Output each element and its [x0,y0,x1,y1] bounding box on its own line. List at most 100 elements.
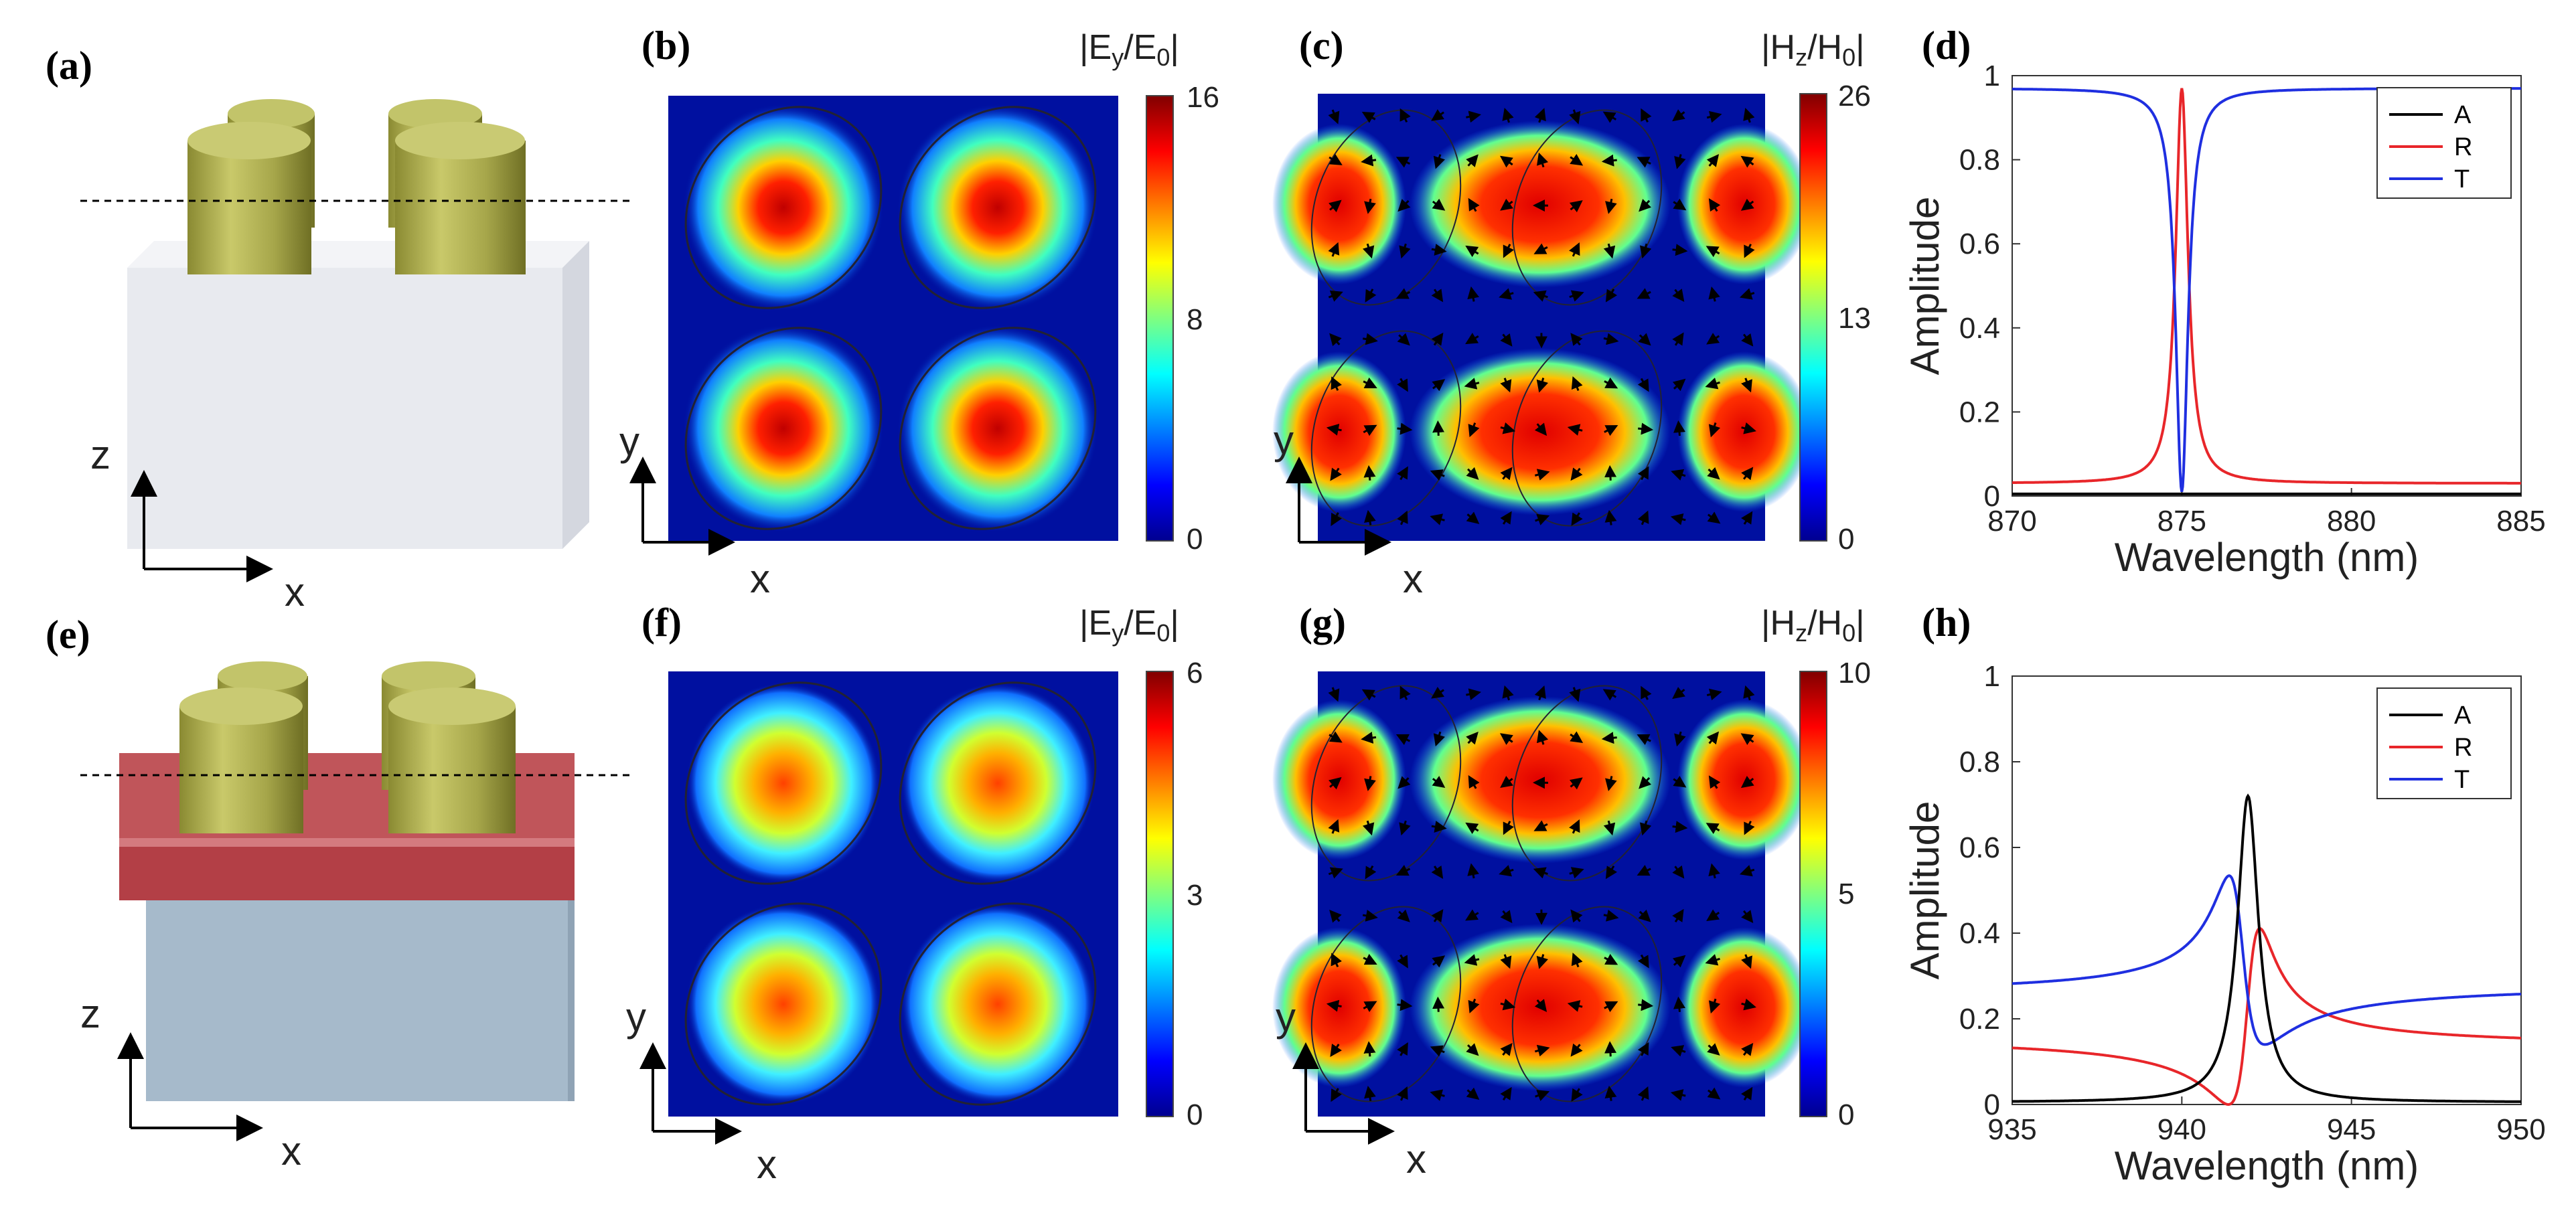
vector-arrow [1638,333,1651,346]
vector-arrow [1708,286,1720,302]
vector-arrow [1329,776,1342,790]
vector-arrow [1364,509,1376,525]
vector-arrow [1430,513,1445,525]
x-axis-label: Wavelength (nm) [2115,1143,2419,1188]
panel-e-label: (e) [46,612,90,657]
axis-x-label: x [1403,556,1423,601]
y-tick-label: 0.8 [1959,746,2000,779]
vector-arrow [1534,685,1546,701]
vector-arrow [1674,731,1686,747]
panel-a: (a) z [46,44,633,615]
vector-arrow [1503,821,1514,835]
vector-arrow [1741,1042,1754,1056]
vector-arrow [1707,467,1720,480]
y-tick-label: 0.6 [1959,831,2000,864]
vector-arrow [1500,1043,1513,1056]
vector-arrow [1328,242,1340,257]
vector-arrow [1708,775,1721,789]
vector-arrow [1707,1043,1720,1056]
vector-arrow [1605,198,1617,214]
vector-arrow [1672,332,1684,346]
vector-arrow [1397,954,1408,969]
vector-arrow [1567,424,1583,436]
colorbar-tick: 10 [1838,657,1871,689]
colorbar-title: |Ey/E0| [1079,604,1179,647]
vector-arrow [1673,996,1685,1012]
vector-arrow [1361,154,1377,167]
vector-arrow [1466,1043,1479,1056]
panel-e: (e) [46,612,629,1173]
vector-arrow [1397,422,1413,435]
vector-arrow [1431,244,1447,256]
vector-arrow [1364,1085,1376,1101]
panel-c: (c) |Hz/H0| 26 13 0 [1272,23,1871,601]
panel-d: (d) 870 875 880 885 0 0.2 0.4 0.6 0.8 1 Wavelength… [1902,23,2546,580]
vector-arrow [1570,1043,1583,1057]
vector-arrow [1399,243,1411,259]
vector-arrow [1672,289,1685,302]
vector-arrow [1500,198,1513,211]
axes-triad-g: y x [1276,995,1426,1181]
vector-arrow [1431,289,1444,303]
vector-arrow [1639,199,1652,212]
vector-arrow [1464,954,1480,966]
y-tick-label: 0.2 [1959,396,2000,428]
vector-arrow [1741,378,1752,393]
y-tick-label: 0.2 [1959,1003,2000,1036]
panel-h: (h) 935 940 945 950 0 0.2 0.4 0.6 0.8 1 Wavelength… [1902,600,2546,1188]
vector-arrow [1361,111,1376,123]
vector-arrow [1535,513,1550,525]
colorbar-g: |Hz/H0| 10 5 0 [1761,604,1871,1131]
vector-arrow [1397,466,1408,481]
vector-arrow [1465,909,1479,921]
vector-arrow [1637,1042,1649,1056]
axis-x-label: x [750,556,770,601]
vector-arrow [1637,954,1649,969]
colorbar-title: |Hz/H0| [1761,28,1865,71]
vector-arrow [1432,955,1446,968]
colorbar-tick: 26 [1838,80,1871,112]
vector-arrow [1641,108,1652,123]
vector-arrow [1433,731,1445,747]
panel-g: (g) |Hz/H0| 10 5 0 [1272,600,1871,1181]
vector-arrow [1637,157,1651,168]
vector-arrow [1570,153,1584,166]
vector-arrow [1536,152,1549,168]
vector-arrow [1500,511,1512,525]
vector-arrow [1395,157,1411,168]
vector-arrow [1602,689,1617,701]
panel-d-label: (d) [1922,23,1971,68]
vector-arrow [1432,198,1446,211]
vector-arrow [1637,734,1651,746]
vector-arrow [1464,378,1480,390]
vector-arrow [1433,154,1445,169]
vector-arrow [1466,688,1481,701]
vector-arrow [1744,821,1755,835]
vector-arrow [1533,820,1548,831]
y-axis-label: Amplitude [1902,197,1947,376]
vector-arrow [1328,687,1340,702]
vector-arrow [1536,730,1549,745]
vector-arrow [1741,910,1754,924]
vector-arrow [1364,776,1376,792]
colorbar-tick: 0 [1187,523,1203,556]
colorbar-tick: 0 [1838,523,1854,556]
series-line-A [2012,793,2521,1103]
vector-arrow [1743,685,1755,701]
vector-arrow [1706,246,1720,258]
vector-arrow [1503,244,1514,258]
vector-arrow [1639,243,1652,259]
legend [2376,687,2512,799]
chart-h: 935 940 945 950 0 0.2 0.4 0.6 0.8 1 Wavelength (nm… [1902,660,2546,1188]
vector-arrows [1326,685,1756,1102]
vector-arrow [1708,863,1720,879]
vector-arrow [1363,377,1377,389]
vector-arrow [1431,109,1445,121]
vector-arrow [1567,1000,1583,1012]
legend-label: R [2454,133,2472,161]
spacer-front-face [119,847,575,900]
vector-arrow [1466,1087,1480,1100]
y-axis-label: Amplitude [1902,801,1947,980]
vector-arrow [1397,1042,1408,1056]
substrate-front-face [127,268,562,549]
